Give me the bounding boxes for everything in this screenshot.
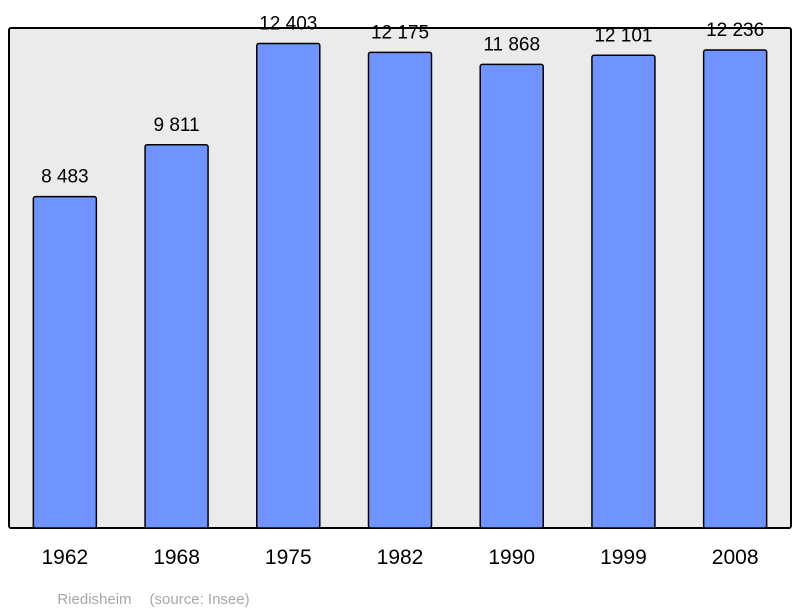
bar-1975 <box>256 42 321 529</box>
x-tick-label-1962: 1962 <box>41 546 88 569</box>
x-tick-labels: 1962 1968 1975 1982 1990 1999 2008 <box>41 546 758 569</box>
source-note: (source: Insee) <box>149 591 250 608</box>
x-tick-label-1999: 1999 <box>600 546 647 569</box>
chart-footer: Riedisheim (source: Insee) <box>49 574 250 608</box>
x-tick-label-1975: 1975 <box>265 546 312 569</box>
bar-1999 <box>591 54 656 529</box>
value-label-1990: 11 868 <box>483 34 540 55</box>
x-tick-label-1990: 1990 <box>488 546 535 569</box>
value-label-2008: 12 236 <box>706 20 764 41</box>
value-label-1975: 12 403 <box>259 14 317 35</box>
bar-1962 <box>32 195 98 529</box>
bar-1990 <box>479 63 544 529</box>
value-label-1999: 12 101 <box>594 25 652 46</box>
value-labels-layer: 8 483 9 811 12 403 12 175 11 868 12 101 12 236 <box>41 14 764 188</box>
bar-1982 <box>367 51 433 529</box>
value-label-1982: 12 175 <box>371 22 429 43</box>
bar-2008 <box>702 49 768 529</box>
bars-layer <box>32 42 768 529</box>
bar-1968 <box>144 144 209 529</box>
x-tick-label-2008: 2008 <box>712 546 759 569</box>
x-tick-label-1982: 1982 <box>377 546 424 569</box>
value-label-1962: 8 483 <box>41 167 89 188</box>
x-tick-label-1968: 1968 <box>153 546 200 569</box>
value-label-1968: 9 811 <box>154 115 200 136</box>
place-name: Riedisheim <box>57 591 132 608</box>
